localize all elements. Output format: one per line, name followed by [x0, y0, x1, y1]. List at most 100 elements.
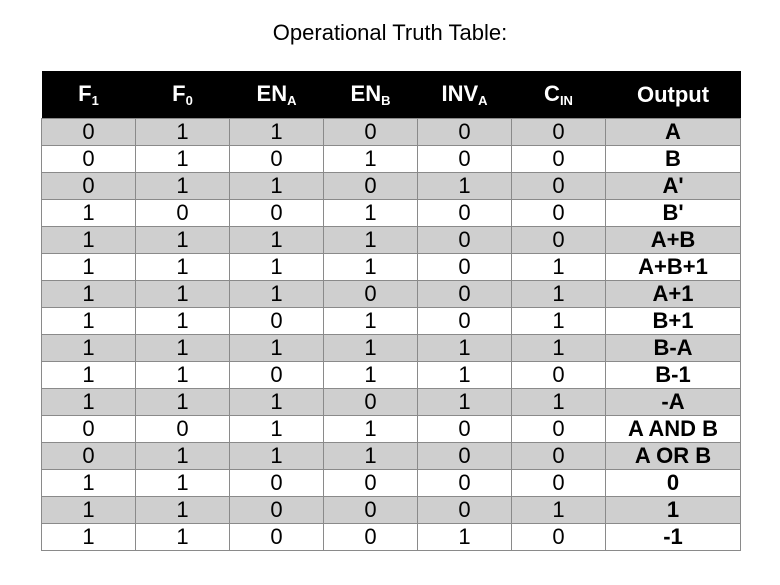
table-row: 1 1 0 0 1 0 -1 [41, 523, 741, 551]
cell-inva: 1 [417, 388, 512, 416]
cell-f1: 1 [41, 334, 136, 362]
cell-f1: 1 [41, 226, 136, 254]
cell-ena: 1 [229, 388, 324, 416]
cell-f1: 1 [41, 496, 136, 524]
cell-f1: 1 [41, 469, 136, 497]
cell-f0: 1 [135, 280, 230, 308]
cell-f0: 0 [135, 415, 230, 443]
cell-inva: 1 [417, 334, 512, 362]
cell-ena: 1 [229, 280, 324, 308]
cell-cin: 1 [511, 496, 606, 524]
cell-enb: 1 [323, 307, 418, 335]
cell-cin: 0 [511, 172, 606, 200]
cell-output: B [605, 145, 741, 173]
header-ena: ENA [229, 71, 324, 119]
cell-inva: 1 [417, 172, 512, 200]
cell-f0: 1 [135, 388, 230, 416]
header-f1: F1 [41, 71, 136, 119]
cell-enb: 1 [323, 361, 418, 389]
cell-inva: 0 [417, 253, 512, 281]
cell-output: A AND B [605, 415, 741, 443]
cell-output: -1 [605, 523, 741, 551]
table-header-row: F1 F0 ENA ENB INVA CIN Output [41, 71, 741, 119]
cell-cin: 0 [511, 523, 606, 551]
cell-ena: 1 [229, 118, 324, 146]
cell-inva: 0 [417, 145, 512, 173]
cell-f1: 1 [41, 388, 136, 416]
cell-ena: 1 [229, 226, 324, 254]
cell-output: 1 [605, 496, 741, 524]
cell-enb: 1 [323, 334, 418, 362]
cell-inva: 0 [417, 496, 512, 524]
cell-cin: 1 [511, 388, 606, 416]
table-body: 0 1 1 0 0 0 A 0 1 0 1 0 0 B 0 1 1 0 1 0 A' 1 0 0 1 0 0 B' 1 1 1 1 0 0 A+B 1… [41, 118, 741, 551]
cell-ena: 0 [229, 523, 324, 551]
header-enb: ENB [323, 71, 418, 119]
cell-f1: 0 [41, 145, 136, 173]
cell-enb: 1 [323, 415, 418, 443]
cell-enb: 0 [323, 118, 418, 146]
cell-f0: 1 [135, 361, 230, 389]
cell-inva: 0 [417, 307, 512, 335]
cell-ena: 1 [229, 415, 324, 443]
cell-cin: 0 [511, 118, 606, 146]
cell-cin: 0 [511, 199, 606, 227]
cell-output: -A [605, 388, 741, 416]
cell-enb: 1 [323, 442, 418, 470]
cell-cin: 1 [511, 307, 606, 335]
cell-f1: 1 [41, 307, 136, 335]
cell-inva: 0 [417, 415, 512, 443]
cell-cin: 0 [511, 469, 606, 497]
header-inva: INVA [417, 71, 512, 119]
cell-enb: 0 [323, 523, 418, 551]
cell-cin: 0 [511, 442, 606, 470]
cell-f0: 1 [135, 145, 230, 173]
cell-ena: 0 [229, 361, 324, 389]
cell-inva: 0 [417, 442, 512, 470]
cell-f1: 0 [41, 172, 136, 200]
cell-enb: 0 [323, 280, 418, 308]
header-f0: F0 [135, 71, 230, 119]
table-row: 1 1 1 1 1 1 B-A [41, 334, 741, 362]
cell-ena: 0 [229, 496, 324, 524]
cell-output: A+B+1 [605, 253, 741, 281]
cell-output: 0 [605, 469, 741, 497]
cell-f0: 1 [135, 496, 230, 524]
cell-enb: 0 [323, 469, 418, 497]
page-title: Operational Truth Table: [272, 20, 508, 45]
cell-ena: 1 [229, 172, 324, 200]
cell-inva: 1 [417, 523, 512, 551]
cell-cin: 1 [511, 334, 606, 362]
cell-cin: 1 [511, 280, 606, 308]
cell-cin: 1 [511, 253, 606, 281]
cell-inva: 0 [417, 469, 512, 497]
cell-inva: 0 [417, 199, 512, 227]
header-cin: CIN [511, 71, 606, 119]
cell-output: A' [605, 172, 741, 200]
table-row: 1 1 1 0 0 1 A+1 [41, 280, 741, 308]
cell-f0: 1 [135, 253, 230, 281]
cell-inva: 0 [417, 280, 512, 308]
cell-output: B-1 [605, 361, 741, 389]
cell-enb: 1 [323, 226, 418, 254]
cell-f1: 1 [41, 280, 136, 308]
cell-f1: 1 [41, 523, 136, 551]
cell-enb: 0 [323, 496, 418, 524]
cell-inva: 1 [417, 361, 512, 389]
cell-f1: 0 [41, 118, 136, 146]
cell-cin: 0 [511, 226, 606, 254]
table-row: 1 1 0 1 0 1 B+1 [41, 307, 741, 335]
table-row: 1 1 1 1 0 1 A+B+1 [41, 253, 741, 281]
cell-output: A [605, 118, 741, 146]
cell-ena: 0 [229, 307, 324, 335]
cell-f0: 1 [135, 334, 230, 362]
cell-ena: 0 [229, 469, 324, 497]
table-row: 1 0 0 1 0 0 B' [41, 199, 741, 227]
cell-f0: 1 [135, 442, 230, 470]
